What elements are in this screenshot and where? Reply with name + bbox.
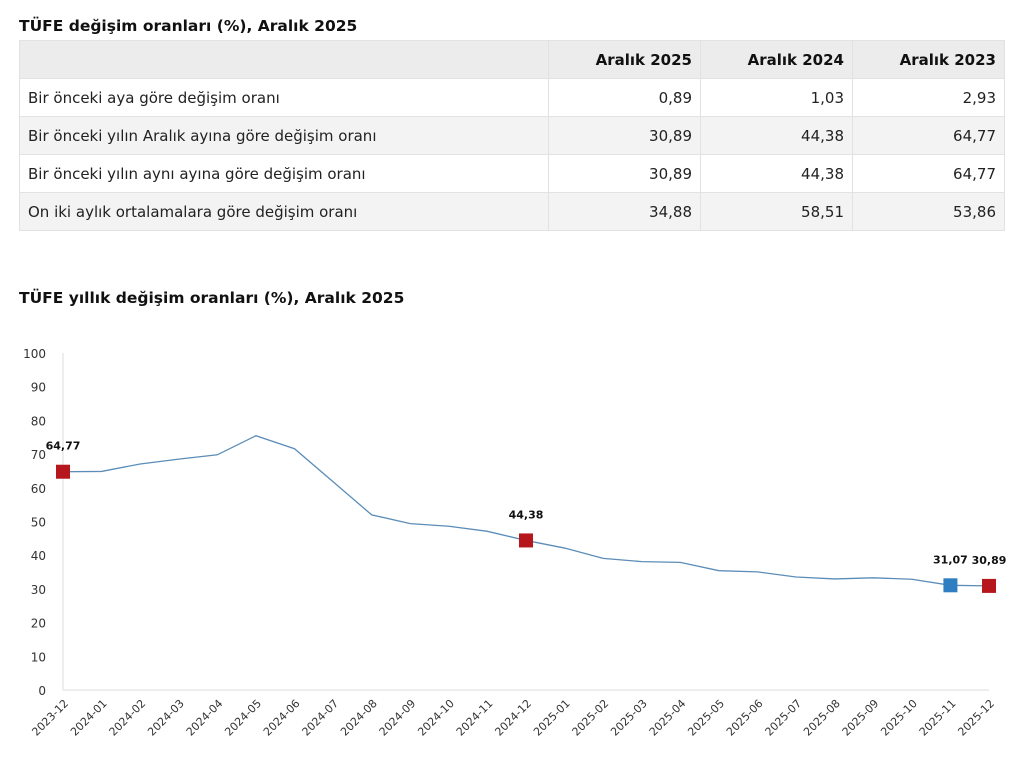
header-col-1: Aralık 2025: [548, 40, 701, 79]
x-tick-label: 2025-04: [647, 697, 689, 739]
y-tick-label: 90: [31, 381, 46, 395]
x-tick-label: 2024-02: [107, 697, 149, 739]
table-title: TÜFE değişim oranları (%), Aralık 2025: [19, 17, 358, 35]
data-label: 44,38: [509, 508, 544, 521]
header-empty: [19, 40, 549, 79]
table-row: Bir önceki aya göre değişim oranı 0,89 1,0…: [19, 78, 1005, 117]
table-row: Bir önceki yılın aynı ayına göre değişim…: [19, 154, 1005, 193]
x-tick-label: 2024-07: [300, 697, 342, 739]
header-col-3: Aralık 2023: [852, 40, 1005, 79]
x-tick-label: 2025-11: [917, 697, 959, 739]
cell: 44,38: [700, 154, 853, 193]
header-col-2: Aralık 2024: [700, 40, 853, 79]
cell: 53,86: [852, 192, 1005, 231]
x-tick-label: 2025-06: [724, 697, 766, 739]
cell: 44,38: [700, 116, 853, 155]
table-row: On iki aylık ortalamalara göre değişim o…: [19, 192, 1005, 231]
x-tick-label: 2025-08: [801, 697, 843, 739]
x-tick-label: 2024-06: [261, 697, 303, 739]
x-tick-label: 2025-02: [570, 697, 612, 739]
x-tick-label: 2025-01: [531, 697, 573, 739]
x-tick-label: 2025-10: [878, 697, 920, 739]
cell: 64,77: [852, 154, 1005, 193]
row-label: Bir önceki yılın aynı ayına göre değişim…: [19, 154, 549, 193]
y-tick-label: 30: [31, 583, 46, 597]
line-chart: 01020304050607080901002023-122024-012024…: [23, 347, 1007, 739]
cell: 58,51: [700, 192, 853, 231]
x-tick-label: 2025-07: [763, 697, 805, 739]
x-tick-label: 2025-03: [608, 697, 650, 739]
chart-title: TÜFE yıllık değişim oranları (%), Aralık…: [19, 289, 405, 307]
x-tick-label: 2024-01: [68, 697, 110, 739]
x-tick-label: 2024-03: [145, 697, 187, 739]
x-tick-label: 2024-09: [377, 697, 419, 739]
y-tick-label: 70: [31, 448, 46, 462]
y-tick-label: 20: [31, 617, 46, 631]
x-tick-label: 2024-10: [415, 697, 457, 739]
x-tick-label: 2024-08: [338, 697, 380, 739]
x-tick-label: 2025-09: [840, 697, 882, 739]
data-marker: [943, 578, 958, 593]
data-label: 64,77: [46, 440, 81, 453]
x-tick-label: 2024-05: [222, 697, 264, 739]
table-row: Bir önceki yılın Aralık ayına göre değiş…: [19, 116, 1005, 155]
x-tick-label: 2023-12: [29, 697, 71, 739]
data-marker: [519, 533, 533, 548]
x-tick-label: 2025-05: [685, 697, 727, 739]
x-tick-label: 2024-11: [454, 697, 496, 739]
cell: 34,88: [548, 192, 701, 231]
row-label: On iki aylık ortalamalara göre değişim o…: [19, 192, 549, 231]
cell: 1,03: [700, 78, 853, 117]
y-tick-label: 0: [38, 684, 46, 698]
y-tick-label: 10: [31, 650, 46, 664]
table-header-row: Aralık 2025 Aralık 2024 Aralık 2023: [19, 40, 1005, 79]
cpi-table: Aralık 2025 Aralık 2024 Aralık 2023 Bir …: [19, 40, 1005, 231]
row-label: Bir önceki yılın Aralık ayına göre değiş…: [19, 116, 549, 155]
y-tick-label: 80: [31, 414, 46, 428]
y-tick-label: 50: [31, 516, 46, 530]
cell: 30,89: [548, 154, 701, 193]
row-label: Bir önceki aya göre değişim oranı: [19, 78, 549, 117]
data-label: 30,89: [972, 554, 1007, 567]
x-tick-label: 2024-12: [492, 697, 534, 739]
y-tick-label: 60: [31, 482, 46, 496]
cell: 64,77: [852, 116, 1005, 155]
cell: 2,93: [852, 78, 1005, 117]
x-tick-label: 2025-12: [955, 697, 997, 739]
data-marker: [56, 464, 70, 479]
x-tick-label: 2024-04: [184, 697, 226, 739]
cell: 30,89: [548, 116, 701, 155]
y-tick-label: 40: [31, 549, 46, 563]
data-label: 31,07: [933, 553, 968, 566]
cell: 0,89: [548, 78, 701, 117]
data-marker: [982, 578, 996, 593]
y-tick-label: 100: [23, 347, 46, 361]
